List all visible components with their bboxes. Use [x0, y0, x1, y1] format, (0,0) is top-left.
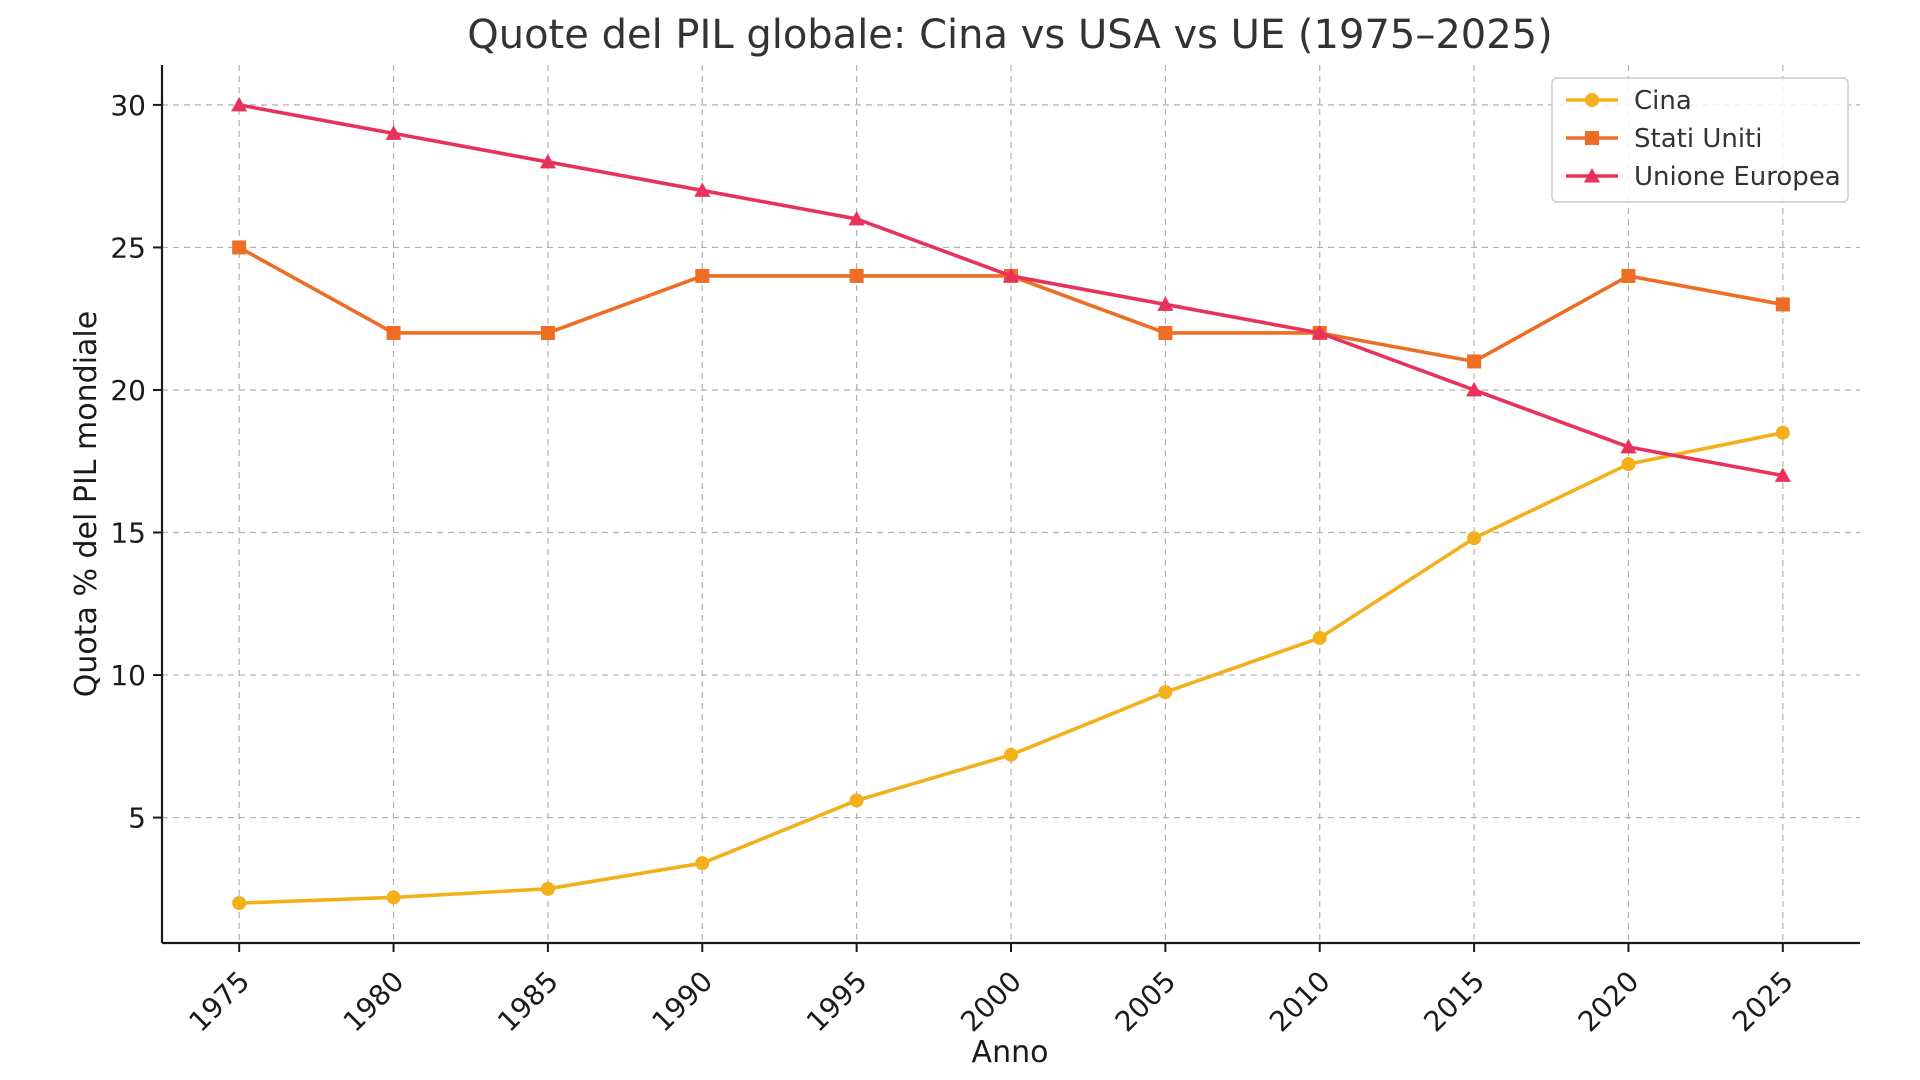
x-tick-label-2025: 2025	[1726, 965, 1800, 1039]
data-point-stati-uniti-1985	[540, 325, 555, 340]
y-tick-label-5: 5	[128, 802, 146, 835]
y-tick-label-20: 20	[110, 374, 146, 407]
data-point-cina-2005	[1158, 685, 1173, 700]
x-tick-label-2015: 2015	[1417, 965, 1491, 1039]
data-point-cina-2025	[1775, 425, 1790, 440]
data-point-cina-1990	[695, 856, 710, 871]
data-point-cina-2000	[1004, 747, 1018, 762]
data-point-cina-2015	[1467, 531, 1482, 546]
legend-marker-unione-europea	[1583, 167, 1601, 183]
legend-label-stati-uniti: Stati Uniti	[1634, 124, 1762, 154]
grid	[162, 65, 1860, 943]
series-unione-europea	[231, 96, 1791, 482]
data-point-unione-europea-2025	[1774, 467, 1791, 482]
legend-marker-stati-uniti	[1585, 131, 1599, 145]
chart-title: Quote del PIL globale: Cina vs USA vs UE…	[467, 12, 1553, 58]
data-point-stati-uniti-2015	[1467, 354, 1482, 369]
data-point-stati-uniti-1995	[849, 268, 864, 283]
data-point-stati-uniti-1990	[695, 268, 710, 283]
data-point-cina-2010	[1312, 630, 1327, 645]
data-point-stati-uniti-1980	[386, 325, 401, 340]
x-tick-label-2020: 2020	[1572, 965, 1646, 1039]
data-point-cina-1985	[540, 881, 555, 896]
series-stati-uniti	[232, 240, 1790, 369]
data-point-unione-europea-2005	[1157, 296, 1174, 311]
legend-label-unione-europea: Unione Europea	[1634, 162, 1841, 192]
legend-item-stati-uniti: Stati Uniti	[1566, 124, 1762, 154]
data-point-unione-europea-1985	[539, 153, 556, 169]
x-tick-label-1985: 1985	[491, 965, 565, 1039]
data-point-cina-1975	[232, 896, 247, 911]
legend-item-cina: Cina	[1566, 86, 1692, 116]
data-point-unione-europea-1975	[231, 96, 248, 112]
data-point-unione-europea-2020	[1620, 438, 1637, 454]
data-point-cina-1995	[849, 793, 864, 808]
legend-label-cina: Cina	[1634, 86, 1692, 116]
x-tick-label-1995: 1995	[800, 965, 874, 1039]
legend-marker-cina	[1585, 93, 1599, 107]
data-point-cina-2020	[1621, 457, 1636, 472]
data-point-stati-uniti-1975	[232, 240, 247, 255]
x-tick-label-2010: 2010	[1263, 965, 1337, 1039]
data-point-stati-uniti-2025	[1775, 297, 1790, 312]
axis-ticks: 1975 1980 1985 1990 1995 2000 2005 2010 2015 2020…	[110, 89, 1799, 1038]
x-tick-label-1980: 1980	[337, 965, 411, 1039]
y-axis-label: Quota % del PIL mondiale	[69, 311, 104, 697]
y-tick-label-15: 15	[110, 517, 146, 550]
x-tick-label-2000: 2000	[954, 965, 1028, 1039]
x-tick-label-2005: 2005	[1109, 965, 1183, 1039]
series-line-cina	[239, 430, 1784, 905]
data-point-unione-europea-1990	[694, 182, 711, 197]
data-point-unione-europea-1995	[848, 210, 865, 226]
legend: Cina Stati Uniti Unione Europea	[1551, 77, 1849, 203]
series-cina	[232, 425, 1790, 911]
legend-item-unione-europea: Unione Europea	[1566, 162, 1841, 192]
series-layer	[231, 96, 1791, 911]
data-point-stati-uniti-2020	[1621, 268, 1636, 283]
y-tick-label-25: 25	[110, 231, 146, 264]
data-point-unione-europea-1980	[385, 125, 402, 140]
x-axis-label: Anno	[972, 1035, 1049, 1070]
legend-box	[1551, 77, 1849, 203]
data-point-unione-europea-2000	[1002, 267, 1020, 283]
y-tick-label-10: 10	[110, 659, 146, 692]
x-tick-label-1990: 1990	[645, 965, 719, 1039]
x-tick-label-1975: 1975	[182, 965, 256, 1039]
data-point-unione-europea-2010	[1311, 324, 1328, 340]
y-tick-label-30: 30	[110, 89, 146, 122]
data-point-unione-europea-2015	[1466, 381, 1483, 397]
data-point-cina-1980	[386, 890, 401, 905]
data-point-stati-uniti-2005	[1158, 325, 1173, 340]
